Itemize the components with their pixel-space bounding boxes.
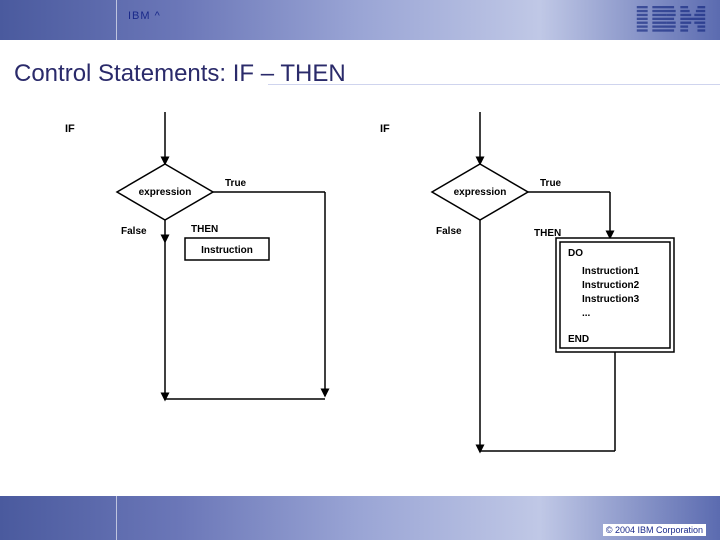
svg-text:...: ...	[582, 308, 591, 319]
ibm-logo-icon	[636, 6, 706, 34]
svg-text:THEN: THEN	[191, 224, 218, 235]
svg-text:Instruction3: Instruction3	[582, 294, 640, 305]
svg-text:IF: IF	[65, 123, 75, 135]
svg-text:Instruction2: Instruction2	[582, 280, 640, 291]
copyright-text: © 2004 IBM Corporation	[603, 524, 706, 536]
svg-text:True: True	[540, 178, 562, 189]
title-underline	[268, 84, 720, 85]
svg-text:Instruction1: Instruction1	[582, 266, 640, 277]
footer-divider	[116, 496, 117, 540]
header-bar: IBM ^	[0, 0, 720, 40]
header-brand-text: IBM ^	[128, 10, 161, 22]
svg-text:END: END	[568, 334, 589, 345]
flowchart-svg: IF expression True False THEN Instruction IF ex…	[0, 100, 720, 490]
svg-text:expression: expression	[139, 187, 192, 198]
svg-text:Instruction: Instruction	[201, 245, 253, 256]
svg-text:DO: DO	[568, 248, 583, 259]
diagram-area: IF expression True False THEN Instruction IF ex…	[0, 100, 720, 490]
svg-text:False: False	[121, 226, 147, 237]
svg-text:expression: expression	[454, 187, 507, 198]
header-divider	[116, 0, 117, 40]
svg-text:False: False	[436, 226, 462, 237]
svg-text:True: True	[225, 178, 247, 189]
footer-bar: © 2004 IBM Corporation	[0, 496, 720, 540]
svg-text:IF: IF	[380, 123, 390, 135]
